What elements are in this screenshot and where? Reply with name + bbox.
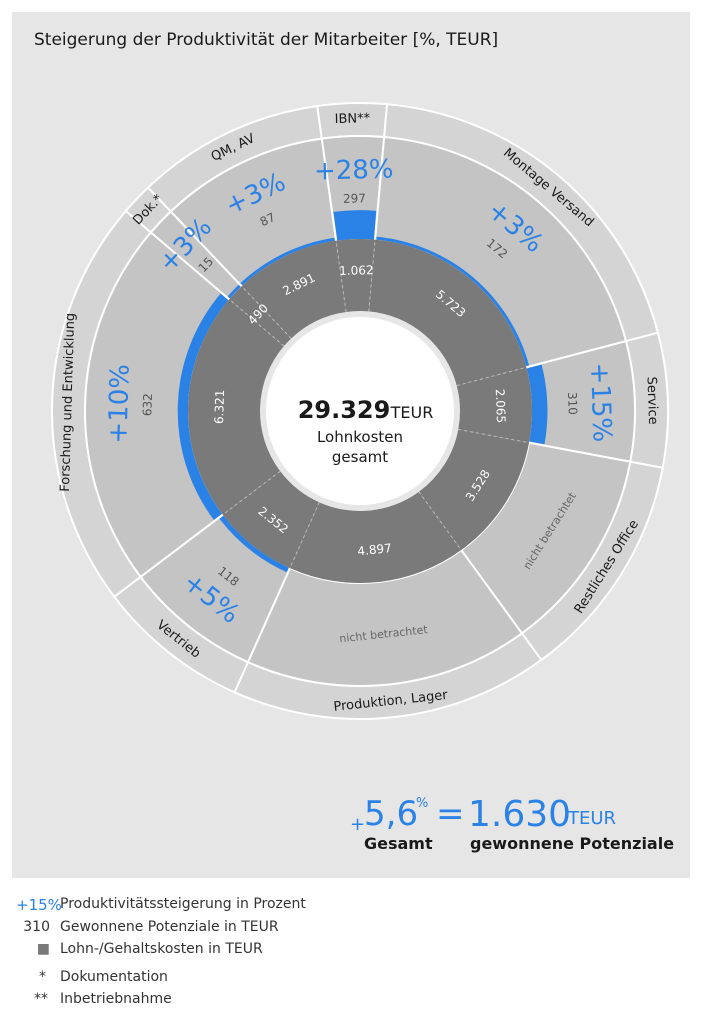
potenzial-label-service: 310: [565, 392, 580, 415]
segment-name-service: Service: [643, 376, 660, 425]
summary-plus: +: [350, 814, 366, 835]
center-hole: [266, 317, 454, 505]
lohnkosten-label-service: 2.065: [493, 389, 508, 424]
potenzial-label-qm-av: 87: [258, 210, 278, 229]
segment-name-ibn: IBN**: [335, 111, 371, 127]
inner-segment-forschung-und-entwicklung: [188, 299, 284, 515]
pct-label-forschung-und-entwicklung: +10%: [103, 364, 135, 444]
inner-divider-3: [458, 428, 530, 444]
legend-key-potenzial: 310: [23, 919, 50, 935]
potential-bar-ibn: [333, 210, 377, 241]
inner-divider-0: [335, 240, 347, 313]
chart-title-text: Steigerung der Produktivität der Mitarbe…: [34, 30, 408, 50]
potential-bar-vertrieb: [219, 515, 289, 573]
summary-label-left: Gesamt: [364, 834, 433, 853]
summary-teur-unit: TEUR: [568, 808, 617, 829]
inner-divider-5: [289, 502, 320, 569]
center-line1: Lohnkosten: [317, 428, 403, 446]
legend-key-star: *: [39, 969, 46, 985]
legend-key-doublestar: **: [34, 991, 48, 1007]
inner-segment-montage-versand: [368, 239, 527, 386]
potential-bar-forschung-und-entwicklung: [177, 293, 229, 520]
summary-pct-value: 5,6: [364, 794, 419, 834]
segment-name-forschung-und-entwicklung: Forschung und Entwicklung: [58, 313, 78, 492]
inner-divider-4: [418, 491, 462, 551]
pct-label-ibn: +28%: [314, 155, 394, 187]
legend-key-square-icon: ■: [36, 941, 50, 957]
legend-text-ibn: Inbetriebnahme: [60, 991, 172, 1007]
inner-segment-ibn: [336, 239, 376, 312]
inner-divider-7: [228, 298, 285, 347]
legend-text-potenzial: Gewonnene Potenziale in TEUR: [60, 919, 279, 935]
inner-segment-vertrieb: [222, 471, 320, 569]
legend-text-lohnkosten: Lohn-/Gehaltskosten in TEUR: [60, 941, 263, 957]
lohnkosten-label-produktion-lager: 4.897: [357, 541, 393, 559]
inner-segment-dok: [229, 286, 292, 347]
summary-equals: =: [436, 794, 465, 834]
potential-bar-montage-versand: [376, 236, 530, 367]
lohnkosten-label-ibn: 1.062: [339, 263, 374, 278]
summary-pct-sign: %: [416, 796, 429, 811]
lohnkosten-label-forschung-und-entwicklung: 6.321: [212, 389, 227, 424]
inner-segment-qm-av: [241, 240, 347, 339]
center-value: 29.329: [298, 396, 391, 424]
summary-label-right: gewonnene Potenziale: [470, 834, 675, 853]
potential-bar-service: [526, 364, 548, 445]
summary-teur-value: 1.630: [468, 794, 572, 835]
pct-label-service: +15%: [584, 362, 617, 443]
chart-title: Steigerung der Produktivität der Mitarbe…: [34, 30, 498, 50]
inner-segment-produktion-lager: [289, 491, 462, 583]
inner-divider-1: [368, 239, 376, 312]
inner-divider-6: [222, 470, 281, 516]
potenzial-label-ibn: 297: [343, 191, 366, 206]
potenzial-label-forschung-und-entwicklung: 632: [140, 393, 155, 416]
potential-bar-dok: [227, 284, 241, 299]
inner-segment-service: [456, 367, 532, 443]
inner-divider-8: [241, 285, 292, 339]
legend-key-pct: +15%: [16, 896, 62, 914]
chart-title-unit: [%, TEUR]: [412, 30, 499, 50]
inner-segment-restliches-office: [418, 429, 530, 551]
legend-text-dok: Dokumentation: [60, 969, 168, 985]
legend-text-pct: Produktivitätssteigerung in Prozent: [60, 896, 306, 912]
center-line2: gesamt: [332, 448, 388, 466]
inner-divider-2: [456, 366, 527, 387]
center-unit: TEUR: [390, 403, 434, 422]
